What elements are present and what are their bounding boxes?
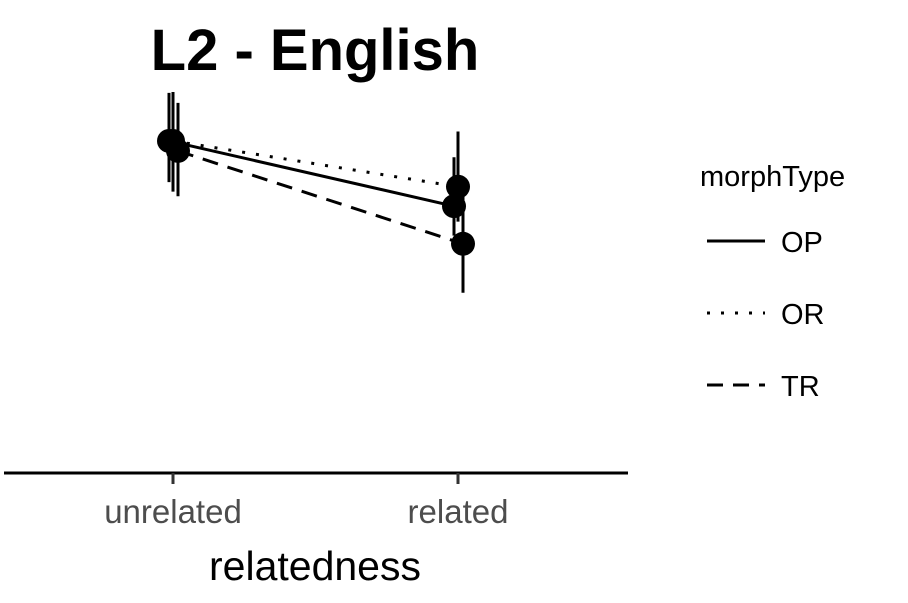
series-line-op	[168, 139, 455, 208]
data-point-op-related	[442, 194, 466, 219]
data-point-or-related	[446, 174, 470, 199]
series-line-tr	[177, 149, 464, 246]
x-axis-ticks	[171, 473, 460, 484]
series-line-or	[172, 139, 459, 189]
legend: morphType OP OR TR	[700, 161, 845, 403]
data-point-tr-related	[451, 231, 475, 256]
legend-keys	[707, 239, 765, 387]
data-point-tr-unrelated	[166, 138, 190, 163]
x-tick-label-related: related	[408, 493, 509, 530]
legend-label-tr: TR	[781, 371, 820, 403]
x-axis-title: relatedness	[209, 543, 421, 589]
legend-label-op: OP	[781, 227, 823, 259]
x-tick-label-unrelated: unrelated	[104, 493, 242, 530]
legend-label-or: OR	[781, 299, 825, 331]
legend-title: morphType	[700, 161, 845, 193]
plot-area	[157, 92, 475, 293]
chart-title: L2 - English	[151, 18, 480, 83]
